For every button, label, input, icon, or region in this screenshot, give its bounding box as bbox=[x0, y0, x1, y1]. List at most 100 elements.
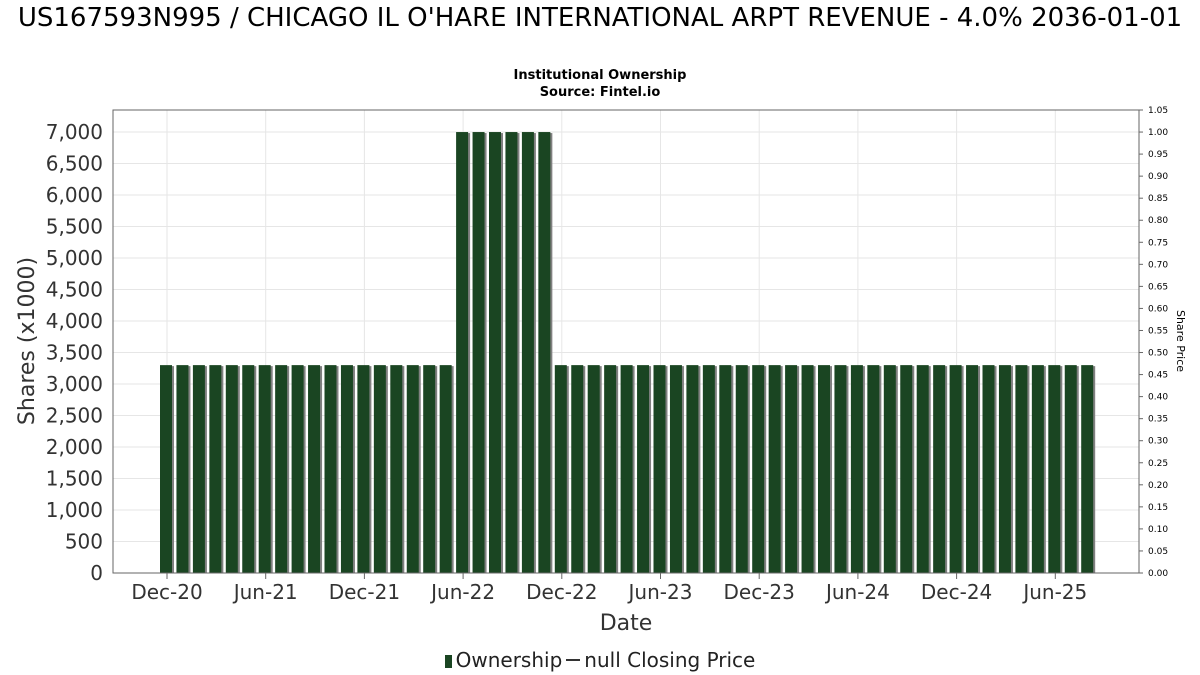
ownership-bar bbox=[571, 365, 584, 573]
ownership-bar bbox=[291, 365, 304, 573]
ownership-bar bbox=[686, 365, 699, 573]
ownership-bar bbox=[752, 365, 765, 573]
y2-tick-label: 0.80 bbox=[1148, 216, 1168, 226]
ownership-bar bbox=[456, 132, 469, 574]
y-tick-label: 4,000 bbox=[46, 309, 103, 333]
y-tick-label: 1,500 bbox=[46, 467, 103, 491]
ownership-bar bbox=[406, 365, 419, 573]
ownership-legend-swatch bbox=[444, 655, 452, 668]
plot-frame bbox=[112, 109, 1140, 574]
ownership-bar bbox=[653, 365, 666, 573]
ownership-bar bbox=[818, 365, 830, 573]
x-tick-label: Jun-22 bbox=[429, 580, 495, 604]
ownership-bar bbox=[242, 365, 255, 573]
ownership-bar bbox=[785, 365, 798, 573]
ownership-bar bbox=[768, 365, 781, 573]
y2-tick-label: 0.05 bbox=[1148, 547, 1168, 557]
x-tick-label: Dec-20 bbox=[131, 580, 202, 604]
x-axis-label: Date bbox=[600, 611, 653, 636]
ownership-bar bbox=[801, 365, 814, 573]
y-tick-label: 7,000 bbox=[46, 120, 103, 144]
ownership-bar bbox=[1031, 365, 1044, 573]
ownership-bar bbox=[620, 365, 633, 573]
x-tick-label: Dec-23 bbox=[724, 580, 795, 604]
y2-tick-label: 0.65 bbox=[1148, 282, 1168, 292]
ownership-bar bbox=[949, 365, 962, 573]
ownership-bar bbox=[472, 132, 485, 574]
y2-tick-label: 0.25 bbox=[1148, 459, 1168, 469]
ownership-bar bbox=[982, 365, 995, 573]
x-tick-label: Dec-22 bbox=[526, 580, 597, 604]
price-legend-line bbox=[566, 659, 581, 661]
ownership-bar bbox=[258, 365, 271, 573]
ownership-bar bbox=[373, 365, 386, 573]
ownership-bar bbox=[916, 365, 929, 573]
x-tick-label: Jun-24 bbox=[824, 580, 890, 604]
y-axis-label: Shares (x1000) bbox=[15, 257, 40, 425]
ownership-bar bbox=[324, 365, 337, 573]
y2-tick-label: 0.50 bbox=[1148, 349, 1168, 359]
price-legend-label: null Closing Price bbox=[584, 648, 756, 672]
ownership-bar bbox=[883, 365, 896, 573]
chart-source: Source: Fintel.io bbox=[539, 85, 661, 100]
y-tick-label: 5,000 bbox=[46, 246, 103, 270]
chart-subtitle: Institutional Ownership bbox=[513, 68, 687, 83]
y-tick-label: 5,500 bbox=[46, 215, 103, 239]
ownership-bar bbox=[554, 365, 567, 573]
x-tick-label: Jun-23 bbox=[627, 580, 693, 604]
x-tick-label: Dec-24 bbox=[921, 580, 992, 604]
ownership-bar bbox=[604, 365, 617, 573]
chart-legend: Ownership null Closing Price bbox=[0, 648, 1200, 672]
y-tick-label: 2,000 bbox=[46, 435, 103, 459]
ownership-bar bbox=[192, 365, 205, 573]
ownership-bar bbox=[834, 365, 847, 573]
y2-tick-label: 0.55 bbox=[1148, 326, 1168, 336]
ownership-bar bbox=[423, 365, 436, 573]
ownership-bar bbox=[966, 365, 979, 573]
x-tick-label: Jun-25 bbox=[1021, 580, 1087, 604]
ownership-bar bbox=[489, 132, 501, 574]
y2-tick-label: 0.70 bbox=[1148, 260, 1168, 270]
y2-tick-label: 0.00 bbox=[1148, 569, 1168, 579]
ownership-bar bbox=[390, 365, 403, 573]
y-tick-label: 1,000 bbox=[46, 498, 103, 522]
ownership-bar bbox=[1064, 365, 1077, 573]
y2-tick-label: 0.40 bbox=[1148, 393, 1168, 403]
y-tick-label: 2,500 bbox=[46, 404, 103, 428]
ownership-bar bbox=[669, 365, 682, 573]
ownership-bar bbox=[637, 365, 650, 573]
x-tick-label: Jun-21 bbox=[232, 580, 298, 604]
ownership-bar bbox=[176, 365, 189, 573]
ownership-bar bbox=[719, 365, 732, 573]
ownership-bar bbox=[357, 365, 370, 573]
y-tick-label: 0 bbox=[90, 561, 103, 585]
y-tick-label: 6,000 bbox=[46, 183, 103, 207]
y2-tick-label: 0.75 bbox=[1148, 238, 1168, 248]
ownership-bar bbox=[505, 132, 518, 574]
y2-tick-label: 0.60 bbox=[1148, 304, 1168, 314]
ownership-bar bbox=[340, 365, 353, 573]
y2-tick-label: 0.35 bbox=[1148, 415, 1168, 425]
y2-tick-label: 1.05 bbox=[1148, 106, 1168, 116]
ownership-legend-label: Ownership bbox=[455, 648, 563, 672]
ownership-bar bbox=[209, 365, 222, 573]
y2-tick-label: 0.90 bbox=[1148, 172, 1168, 182]
ownership-bar bbox=[538, 132, 551, 574]
chart-title: US167593N995 / CHICAGO IL O'HARE INTERNA… bbox=[17, 3, 1183, 33]
y-tick-label: 6,500 bbox=[46, 152, 103, 176]
ownership-bar bbox=[850, 365, 863, 573]
y-tick-label: 500 bbox=[65, 530, 103, 554]
ownership-bar bbox=[1048, 365, 1061, 573]
ownership-bar bbox=[308, 365, 321, 573]
y2-tick-label: 0.95 bbox=[1148, 150, 1168, 160]
ownership-bar bbox=[587, 365, 600, 573]
y2-tick-label: 0.20 bbox=[1148, 481, 1168, 491]
y2-tick-label: 0.30 bbox=[1148, 437, 1168, 447]
x-tick-label: Dec-21 bbox=[329, 580, 400, 604]
y-tick-label: 3,000 bbox=[46, 372, 103, 396]
y2-tick-label: 0.45 bbox=[1148, 371, 1168, 381]
ownership-bar bbox=[702, 365, 715, 573]
y-tick-label: 4,500 bbox=[46, 278, 103, 302]
y2-axis-label: Share Price bbox=[1174, 310, 1187, 372]
